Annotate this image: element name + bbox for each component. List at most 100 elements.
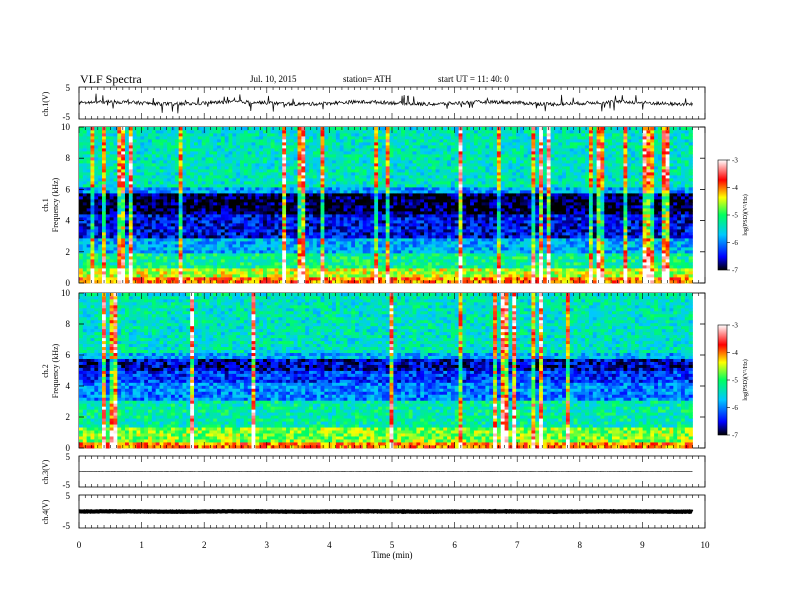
spectrogram-cell xyxy=(263,175,268,179)
spectrogram-cell xyxy=(381,199,387,203)
spectrogram-cell xyxy=(247,208,252,212)
spectrogram-cell xyxy=(94,187,99,191)
spectrogram-cell xyxy=(240,277,245,281)
spectrogram-cell xyxy=(332,265,337,269)
spectrogram-cell xyxy=(347,244,352,248)
spectrogram-cell xyxy=(286,256,291,260)
spectrogram-cell xyxy=(171,253,176,257)
spectrogram-cell xyxy=(316,178,321,182)
spectrogram-cell xyxy=(328,157,333,161)
spectrogram-cell xyxy=(393,202,398,206)
spectrogram-cell xyxy=(393,175,398,179)
spectrogram-cell xyxy=(297,268,302,272)
spectrogram-cell xyxy=(213,181,218,185)
spectrogram-cell xyxy=(121,217,126,221)
spectrogram-cell xyxy=(385,184,390,188)
spectrogram-cell xyxy=(125,151,130,155)
spectrogram-cell xyxy=(362,148,367,152)
spectrogram-cell xyxy=(347,142,352,146)
spectrogram-cell xyxy=(286,145,291,149)
spectrogram-cell xyxy=(121,136,126,140)
spectrogram-cell xyxy=(370,205,375,209)
spectrogram-cell xyxy=(312,262,318,266)
spectrogram-cell xyxy=(178,136,183,140)
spectrogram-cell xyxy=(374,166,379,170)
spectrogram-cell xyxy=(332,268,337,272)
spectrogram-cell xyxy=(282,235,287,239)
spectrogram-cell xyxy=(370,181,375,185)
spectrogram-cell xyxy=(443,160,448,164)
spectrogram-cell xyxy=(420,271,425,275)
spectrogram-cell xyxy=(243,211,249,215)
spectrogram-cell xyxy=(186,265,191,269)
spectrogram-cell xyxy=(320,175,325,179)
spectrogram-cell xyxy=(374,265,379,269)
spectrogram-cell xyxy=(190,130,195,134)
spectrogram-cell xyxy=(328,238,333,242)
spectrogram-cell xyxy=(148,262,153,266)
spectrogram-cell xyxy=(171,220,176,224)
spectrogram-cell xyxy=(305,184,310,188)
spectrogram-cell xyxy=(159,145,164,149)
spectrogram-cell xyxy=(90,181,95,185)
spectrogram-cell xyxy=(236,205,241,209)
spectrogram-cell xyxy=(94,172,99,176)
spectrogram-cell xyxy=(374,214,379,218)
spectrogram-cell xyxy=(332,181,337,185)
spectrogram-cell xyxy=(217,184,222,188)
spectrogram-cell xyxy=(102,214,107,218)
spectrogram-cell xyxy=(297,184,302,188)
spectrogram-cell xyxy=(282,214,287,218)
spectrogram-cell xyxy=(194,220,199,224)
spectrogram-cell xyxy=(282,151,287,155)
spectrogram-cell xyxy=(312,232,318,236)
spectrogram-cell xyxy=(358,211,364,215)
spectrogram-cell xyxy=(351,250,356,254)
spectrogram-cell xyxy=(408,232,413,236)
spectrogram-cell xyxy=(274,214,279,218)
spectrogram-cell xyxy=(366,154,371,158)
spectrogram-cell xyxy=(163,271,168,275)
spectrogram-cell xyxy=(132,169,137,173)
spectrogram-cell xyxy=(401,211,406,215)
spectrogram-cell xyxy=(401,229,406,233)
spectrogram-cell xyxy=(82,184,88,188)
spectrogram-cell xyxy=(155,226,160,230)
spectrogram-cell xyxy=(293,205,298,209)
spectrogram-cell xyxy=(171,154,176,158)
spectrogram-cell xyxy=(167,160,172,164)
station-label: station= ATH xyxy=(343,74,392,84)
spectrogram-cell xyxy=(263,229,268,233)
spectrogram-cell xyxy=(274,133,279,137)
spectrogram-cell xyxy=(312,157,318,161)
spectrogram-cell xyxy=(79,265,84,269)
spectrogram-cell xyxy=(236,193,241,197)
spectrogram-cell xyxy=(240,178,245,182)
spectrogram-cell xyxy=(335,214,341,218)
spectrogram-cell xyxy=(266,187,272,191)
spectrogram-cell xyxy=(301,277,306,281)
spectrogram-cell xyxy=(197,199,203,203)
spectrogram-cell xyxy=(228,172,233,176)
spectrogram-cell xyxy=(148,241,153,245)
spectrogram-cell xyxy=(240,220,245,224)
spectrogram-cell xyxy=(427,229,433,233)
spectrogram-cell xyxy=(102,241,107,245)
spectrogram-cell xyxy=(286,271,291,275)
spectrogram-cell xyxy=(178,202,183,206)
spectrogram-cell xyxy=(140,220,145,224)
spectrogram-cell xyxy=(278,241,283,245)
spectrogram-cell xyxy=(339,205,344,209)
spectrogram-cell xyxy=(224,253,229,257)
spectrogram-cell xyxy=(224,187,229,191)
spectrogram-cell xyxy=(174,250,180,254)
spectrogram-cell xyxy=(236,277,241,281)
spectrogram-cell xyxy=(86,151,91,155)
spectrogram-cell xyxy=(243,172,249,176)
spectrogram-cell xyxy=(443,205,448,209)
spectrogram-cell xyxy=(167,265,172,269)
spectrogram-cell xyxy=(286,247,291,251)
spectrogram-cell xyxy=(401,274,406,278)
spectrogram-cell xyxy=(266,232,272,236)
spectrogram-cell xyxy=(370,130,375,134)
